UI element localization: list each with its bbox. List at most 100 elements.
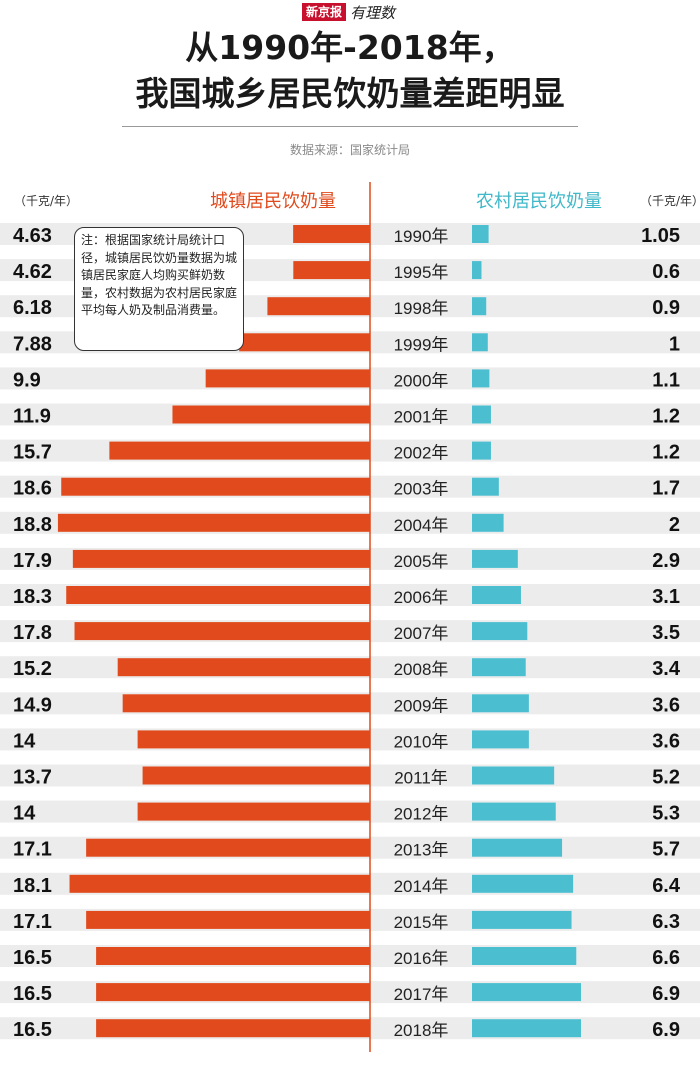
rural-value-label: 3.1 (652, 586, 680, 608)
rural-bar (472, 658, 526, 677)
urban-value-label: 15.2 (13, 658, 52, 680)
year-label: 2005年 (394, 552, 449, 571)
urban-value-label: 18.3 (13, 586, 52, 608)
rural-value-label: 0.6 (652, 261, 680, 283)
rural-bar (472, 405, 491, 424)
year-label: 2000年 (394, 371, 449, 390)
year-label: 1995年 (394, 263, 449, 282)
year-label: 2004年 (394, 516, 449, 535)
year-label: 2012年 (394, 805, 449, 824)
rural-bar (472, 983, 582, 1002)
urban-bar (86, 838, 370, 857)
year-label: 2007年 (394, 624, 449, 643)
rural-bar (472, 261, 482, 280)
rural-bar (472, 947, 577, 965)
year-label: 2003年 (394, 480, 449, 499)
urban-value-label: 16.5 (13, 983, 52, 1005)
rural-bar (472, 1019, 582, 1038)
urban-bar (172, 405, 370, 424)
rural-bar (472, 910, 572, 929)
year-label: 2006年 (394, 588, 449, 607)
urban-value-label: 14 (13, 803, 36, 825)
rural-bar (472, 766, 555, 785)
urban-bar (117, 658, 371, 677)
rural-value-label: 1.1 (652, 369, 680, 391)
rural-bar (472, 225, 489, 243)
urban-value-label: 11.9 (13, 406, 51, 428)
year-label: 2009年 (394, 696, 449, 715)
rural-bar (472, 694, 529, 713)
rural-bar (472, 622, 528, 641)
brand-logo: 新京报 有理数 (302, 2, 395, 22)
rural-value-label: 2 (669, 514, 680, 536)
chart-title-line2: 我国城乡居民饮奶量差距明显 (135, 74, 565, 113)
rural-bar (472, 838, 563, 857)
urban-bar (137, 730, 370, 749)
rural-bar (472, 333, 488, 352)
rural-bar (472, 549, 518, 568)
urban-value-label: 6.18 (13, 297, 52, 319)
urban-value-label: 9.9 (13, 369, 41, 391)
urban-legend: 城镇居民饮奶量 (210, 191, 336, 212)
urban-value-label: 4.62 (13, 261, 52, 283)
urban-value-label: 18.1 (13, 875, 52, 897)
rural-value-label: 1.7 (652, 478, 680, 500)
urban-value-label: 18.6 (13, 478, 52, 500)
rural-legend: 农村居民饮奶量 (476, 191, 602, 212)
rural-value-label: 3.5 (652, 622, 680, 644)
rural-value-label: 1.05 (641, 225, 680, 247)
urban-value-label: 7.88 (13, 333, 52, 355)
urban-bar (142, 766, 370, 785)
year-label: 2008年 (394, 660, 449, 679)
rural-value-label: 3.6 (652, 694, 680, 716)
urban-value-label: 13.7 (13, 767, 52, 789)
urban-bar (66, 586, 370, 604)
rural-bar (472, 513, 504, 532)
urban-bar (293, 225, 370, 243)
urban-bar (96, 983, 370, 1002)
urban-value-label: 17.8 (13, 622, 52, 644)
urban-value-label: 17.1 (13, 911, 52, 933)
rural-value-label: 3.6 (652, 730, 680, 752)
rural-value-label: 1 (669, 333, 680, 355)
urban-bar (57, 513, 371, 532)
rural-value-label: 6.4 (652, 875, 681, 897)
rural-value-label: 5.2 (652, 767, 680, 789)
rural-bar (472, 802, 556, 821)
rural-value-label: 6.9 (652, 983, 680, 1005)
rural-value-label: 1.2 (652, 442, 680, 464)
year-label: 1999年 (394, 335, 449, 354)
year-label: 2013年 (394, 841, 449, 860)
year-label: 2018年 (394, 1021, 449, 1040)
brand-badge: 新京报 (302, 3, 347, 21)
urban-bar (61, 477, 371, 496)
urban-unit-label: （千克/年） (14, 194, 79, 208)
year-label: 2014年 (394, 877, 449, 896)
rural-bar (472, 874, 574, 893)
year-label: 1998年 (394, 299, 449, 318)
urban-bar (96, 1019, 370, 1038)
year-label: 2002年 (394, 444, 449, 463)
urban-value-label: 17.9 (13, 550, 52, 572)
urban-bar (72, 549, 371, 568)
rural-bar (472, 369, 490, 388)
urban-bar (122, 694, 370, 713)
chart-title-line1: 从1990年-2018年， (185, 28, 515, 67)
rural-bar (472, 441, 491, 460)
year-label: 2017年 (394, 985, 449, 1004)
rural-value-label: 0.9 (652, 297, 680, 319)
urban-bar (205, 369, 370, 388)
rural-unit-label: （千克/年） (640, 194, 700, 208)
rural-value-label: 6.6 (652, 947, 680, 969)
year-label: 2011年 (394, 769, 448, 788)
urban-bar (109, 441, 370, 460)
title-divider (122, 126, 578, 127)
rural-value-label: 1.2 (652, 406, 680, 428)
rural-value-label: 5.3 (652, 803, 680, 825)
urban-bar (74, 622, 371, 641)
urban-value-label: 17.1 (13, 839, 52, 861)
urban-bar (293, 261, 370, 280)
urban-bar (137, 802, 370, 821)
rural-value-label: 2.9 (652, 550, 680, 572)
